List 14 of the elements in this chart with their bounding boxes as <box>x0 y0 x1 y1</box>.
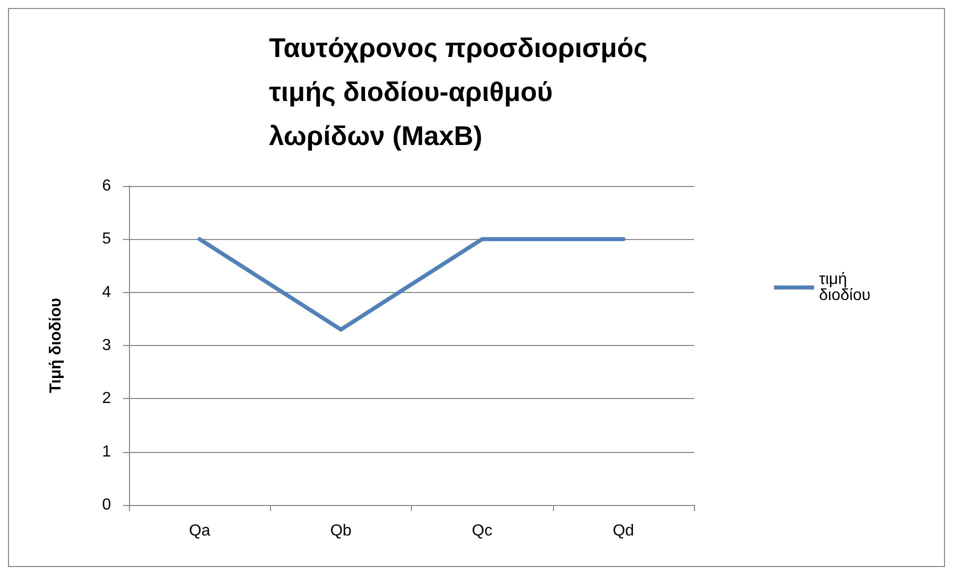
x-tick-label: Qa <box>188 522 210 540</box>
chart-title: Ταυτόχρονος προσδιορισμός τιμής διοδίου-αριθμού λωρίδων (MaxB) <box>269 33 656 151</box>
y-tick-label: 4 <box>102 284 112 301</box>
y-tick-label: 1 <box>102 443 112 460</box>
x-tick-label: Qb <box>330 522 352 540</box>
y-tick-label: 0 <box>102 496 112 514</box>
x-tick-label: Qd <box>612 522 634 540</box>
y-tick-label: 3 <box>102 337 112 354</box>
legend-label: τιμή διοδίου <box>819 271 870 304</box>
y-axis-title: Τιμή διοδίου <box>48 298 64 394</box>
y-tick-label: 2 <box>102 390 112 408</box>
y-tick-label: 6 <box>102 178 112 194</box>
x-tick-label: Qc <box>472 522 492 540</box>
y-tick-label: 5 <box>102 230 112 248</box>
